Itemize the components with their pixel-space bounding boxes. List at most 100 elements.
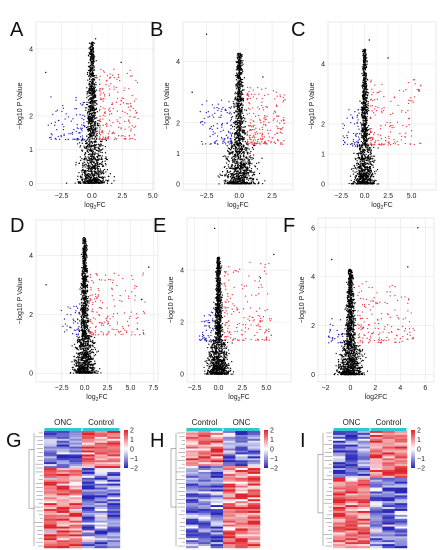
data-point (240, 155, 242, 157)
data-point (90, 155, 92, 158)
data-point (231, 180, 233, 183)
data-point (239, 169, 241, 171)
data-point (283, 116, 285, 119)
data-point (90, 124, 92, 126)
data-point (367, 155, 370, 157)
data-point (127, 106, 130, 108)
data-point (233, 178, 236, 180)
data-point (94, 121, 97, 123)
data-point (236, 103, 238, 105)
data-point (100, 140, 102, 142)
data-point (90, 49, 92, 51)
data-point (228, 143, 230, 145)
data-point (248, 148, 250, 150)
data-point (123, 89, 125, 92)
data-point (254, 165, 256, 167)
data-point (91, 134, 93, 136)
data-point (363, 177, 365, 180)
data-point (219, 173, 221, 175)
data-point (86, 93, 88, 95)
data-point (115, 86, 118, 89)
data-point (93, 138, 95, 140)
data-point (129, 138, 131, 140)
data-point (91, 136, 93, 138)
data-point (87, 95, 89, 97)
data-point (241, 106, 244, 108)
data-point (88, 170, 90, 173)
data-point (237, 161, 239, 164)
data-point (228, 160, 230, 163)
data-point (104, 123, 107, 126)
data-point (92, 42, 95, 44)
data-point (98, 178, 100, 181)
data-point (261, 128, 264, 131)
data-point (374, 84, 376, 86)
data-point (376, 183, 378, 185)
data-point (106, 180, 108, 182)
data-point (81, 117, 83, 120)
data-point (94, 159, 97, 161)
data-point (370, 139, 372, 142)
data-point (105, 171, 107, 173)
data-point (241, 93, 243, 95)
data-point (100, 97, 102, 99)
data-point (86, 111, 89, 114)
data-point (261, 88, 263, 90)
data-point (86, 139, 88, 141)
data-point (95, 60, 97, 62)
data-point (86, 103, 89, 106)
data-point (279, 143, 282, 145)
data-point (91, 167, 93, 169)
data-point (379, 134, 382, 136)
data-point (92, 65, 94, 67)
data-point (401, 135, 403, 138)
data-point (234, 96, 237, 98)
data-point (224, 179, 227, 181)
data-point (369, 130, 372, 132)
data-point (89, 90, 91, 93)
data-point (238, 95, 240, 97)
data-point (93, 92, 95, 94)
data-point (98, 173, 101, 175)
data-point (100, 149, 102, 151)
data-point (100, 92, 102, 94)
data-point (108, 85, 110, 87)
data-point (88, 164, 90, 167)
data-point (257, 181, 260, 183)
data-point (233, 180, 235, 182)
data-point (347, 131, 349, 133)
data-point (253, 183, 255, 185)
data-point (108, 94, 111, 97)
data-point (348, 109, 350, 111)
data-point (79, 145, 82, 147)
data-point (250, 141, 252, 143)
data-point (260, 138, 262, 141)
data-point (105, 84, 107, 86)
data-point (84, 175, 86, 177)
data-point (93, 90, 95, 93)
data-point (85, 157, 87, 160)
data-point (221, 171, 224, 173)
data-point (356, 145, 359, 147)
data-point (245, 142, 247, 144)
data-point (365, 144, 367, 146)
data-point (246, 183, 248, 185)
data-point (237, 154, 239, 156)
data-point (113, 86, 115, 88)
data-point (381, 143, 383, 145)
data-point (354, 141, 356, 144)
data-point (253, 144, 255, 147)
data-point (86, 107, 88, 109)
data-point (368, 137, 370, 140)
data-point (89, 89, 91, 91)
data-point (128, 126, 130, 128)
data-point (363, 63, 366, 66)
data-point (388, 135, 390, 138)
data-point (90, 157, 93, 160)
data-point (401, 109, 403, 111)
data-point (369, 166, 372, 168)
data-point (372, 155, 374, 157)
data-point (389, 122, 391, 124)
data-point (244, 159, 246, 161)
data-point (94, 136, 96, 138)
